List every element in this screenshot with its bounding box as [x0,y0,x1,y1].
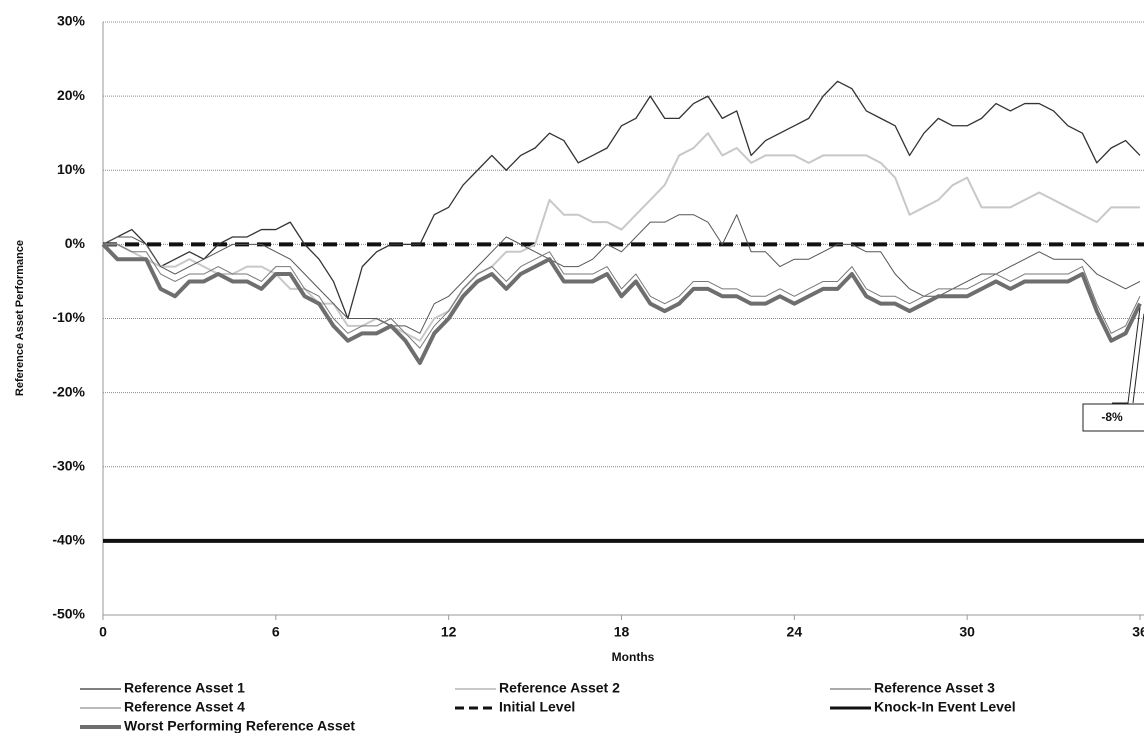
legend-label: Worst Performing Reference Asset [124,718,355,733]
series-line [102,80,1141,320]
x-tick-label: 30 [959,624,975,640]
y-tick-label: 10% [57,161,86,177]
y-tick-label: 20% [57,87,86,103]
series-line [103,243,1141,349]
annotation: -8% [1101,410,1123,424]
series-line [101,242,1142,365]
legend-label: Reference Asset 2 [499,680,620,696]
legend-label: Reference Asset 3 [874,680,995,696]
legend-label: Reference Asset 1 [124,680,245,696]
x-tick-label: 18 [614,624,630,640]
x-tick-label: 24 [787,624,803,640]
callout-line [1112,307,1141,404]
y-tick-label: -20% [52,383,85,399]
legend-label: Reference Asset 4 [124,699,245,715]
x-tick-label: 36 [1132,624,1144,640]
series-line [102,214,1141,334]
y-axis-label: Reference Asset Performance [14,240,26,396]
series-line [103,132,1140,342]
legend-label: Initial Level [499,699,575,715]
y-tick-label: -30% [52,457,85,473]
x-tick-label: 12 [441,624,457,640]
y-tick-label: -10% [52,309,85,325]
callout-line [1132,313,1144,404]
callout-box [1082,403,1144,432]
y-tick-label: -50% [52,606,85,622]
y-tick-label: 30% [57,13,86,29]
x-tick-label: 6 [272,624,280,640]
y-tick-label: 0% [65,235,86,251]
x-axis-label: Months [612,650,655,664]
y-tick-label: -40% [52,532,85,548]
legend-label: Knock-In Event Level [874,699,1016,715]
x-tick-label: 0 [99,624,107,640]
